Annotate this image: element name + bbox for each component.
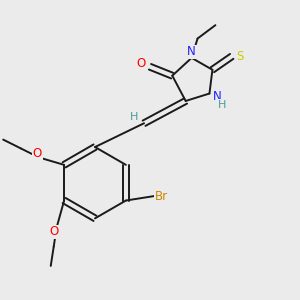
Text: N: N xyxy=(187,45,196,58)
Text: H: H xyxy=(130,112,139,122)
Text: O: O xyxy=(49,225,58,238)
Text: H: H xyxy=(218,100,226,110)
Text: N: N xyxy=(212,90,221,103)
Text: O: O xyxy=(136,57,146,70)
Text: S: S xyxy=(236,50,244,63)
Text: Br: Br xyxy=(155,190,168,202)
Text: O: O xyxy=(33,147,42,161)
